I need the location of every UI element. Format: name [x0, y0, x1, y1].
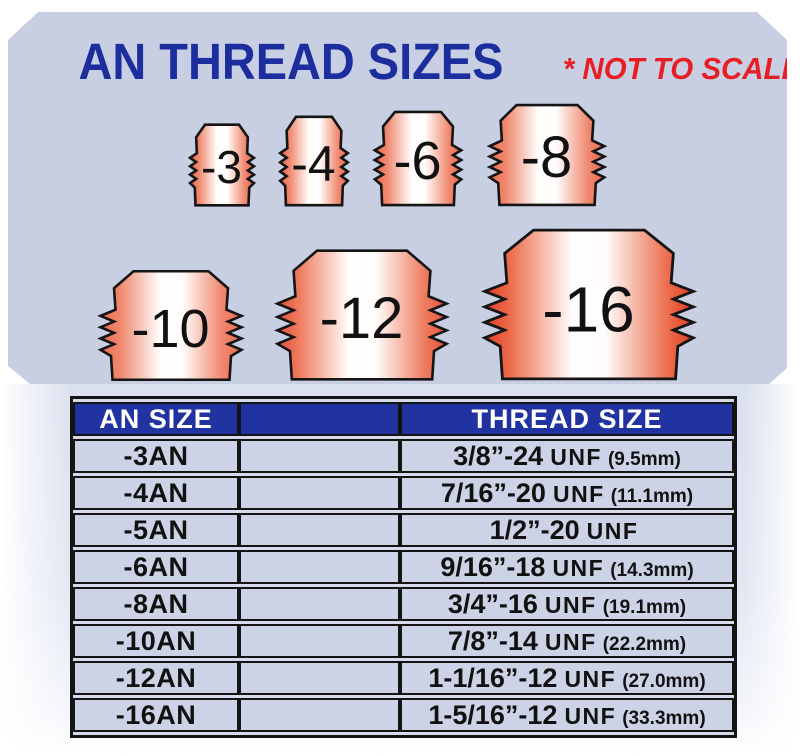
thread-size-header: THREAD SIZE	[400, 402, 734, 436]
thread-size-cell: 1/2”-20 UNF	[400, 513, 734, 547]
thread-size-cell: 3/8”-24 UNF (9.5mm)	[400, 439, 734, 473]
an-size-cell: -5AN	[73, 513, 239, 547]
spacer-cell	[239, 550, 400, 584]
thread-value: 9/16”-18	[440, 551, 546, 582]
an-size-cell: -8AN	[73, 587, 239, 621]
an-size-cell: -4AN	[73, 476, 239, 510]
spacer-cell	[239, 698, 400, 732]
an-size-header: AN SIZE	[73, 402, 239, 436]
fitting-label: -12	[319, 286, 404, 352]
thread-standard: UNF	[564, 702, 617, 729]
thread-value: 3/8”-24	[453, 440, 544, 471]
table-row: -4AN 7/16”-20 UNF (11.1mm)	[73, 476, 734, 510]
fitting-row-large: -10 -12 -16	[8, 227, 787, 382]
an-size-cell: -16AN	[73, 698, 239, 732]
thread-size-cell: 3/4”-16 UNF (19.1mm)	[400, 587, 734, 621]
thread-value: 1/2”-20	[489, 514, 580, 545]
table-header-row: AN SIZE THREAD SIZE	[73, 402, 734, 436]
fitting-12: -12	[272, 248, 452, 382]
thread-size-cell: 1-1/16”-12 UNF (27.0mm)	[400, 661, 734, 695]
header-row: AN THREAD SIZES * NOT TO SCALE *	[8, 12, 787, 91]
spacer-cell	[239, 513, 400, 547]
thread-value: 1-5/16”-12	[428, 699, 558, 730]
thread-value: 7/16”-20	[440, 477, 546, 508]
thread-value: 3/4”-16	[447, 588, 538, 619]
thread-standard: UNF	[550, 443, 602, 470]
fitting-label: -6	[393, 131, 442, 192]
fitting-4: -4	[278, 115, 350, 207]
fitting-16: -16	[478, 227, 700, 382]
table-row: -12AN 1-1/16”-12 UNF (27.0mm)	[73, 661, 734, 695]
table-row: -5AN 1/2”-20 UNF	[73, 513, 734, 547]
table-row: -3AN 3/8”-24 UNF (9.5mm)	[73, 439, 734, 473]
an-size-cell: -12AN	[73, 661, 239, 695]
table-row: -10AN 7/8”-14 UNF (22.2mm)	[73, 624, 734, 658]
fitting-label: -16	[542, 273, 635, 346]
thread-size-cell: 9/16”-18 UNF (14.3mm)	[400, 550, 734, 584]
spacer-cell	[239, 476, 400, 510]
table-row: -8AN 3/4”-16 UNF (19.1mm)	[73, 587, 734, 621]
an-size-cell: -6AN	[73, 550, 239, 584]
thread-value: 1-1/16”-12	[428, 662, 558, 693]
thread-mm: (27.0mm)	[622, 670, 706, 692]
fitting-label: -4	[291, 135, 336, 192]
thread-standard: UNF	[544, 591, 597, 618]
spacer-cell	[239, 624, 400, 658]
thread-mm: (33.3mm)	[622, 707, 706, 729]
thread-mm: (11.1mm)	[610, 485, 694, 507]
thread-size-cell: 1-5/16”-12 UNF (33.3mm)	[400, 698, 734, 732]
fitting-6: -6	[372, 110, 464, 207]
page-title: AN THREAD SIZES	[78, 33, 504, 90]
fitting-8: -8	[486, 103, 608, 207]
spacer-cell	[239, 439, 400, 473]
an-size-cell: -10AN	[73, 624, 239, 658]
fitting-label: -8	[520, 124, 573, 190]
table-row: -16AN 1-5/16”-12 UNF (33.3mm)	[73, 698, 734, 732]
thread-value: 7/8”-14	[447, 625, 538, 656]
fitting-3: -3	[188, 123, 256, 207]
illustration-panel: AN THREAD SIZES * NOT TO SCALE * -3 -4 -…	[8, 12, 787, 384]
fitting-row-small: -3 -4 -6 -8	[8, 103, 787, 207]
thread-standard: UNF	[544, 628, 597, 655]
thread-standard: UNF	[564, 665, 617, 692]
thread-mm: (9.5mm)	[607, 448, 681, 470]
thread-size-cell: 7/16”-20 UNF (11.1mm)	[400, 476, 734, 510]
spacer-cell	[239, 661, 400, 695]
table-row: -6AN 9/16”-18 UNF (14.3mm)	[73, 550, 734, 584]
fitting-label: -10	[131, 298, 210, 359]
spacer-header	[239, 402, 400, 436]
not-to-scale-note: * NOT TO SCALE *	[562, 51, 800, 86]
thread-standard: UNF	[552, 554, 605, 581]
an-size-cell: -3AN	[73, 439, 239, 473]
thread-mm: (22.2mm)	[602, 633, 687, 655]
thread-mm: (14.3mm)	[610, 559, 694, 581]
fitting-10: -10	[96, 269, 246, 382]
thread-size-cell: 7/8”-14 UNF (22.2mm)	[400, 624, 734, 658]
thread-standard: UNF	[586, 517, 639, 544]
an-thread-size-table: AN SIZE THREAD SIZE -3AN 3/8”-24 UNF (9.5m…	[70, 396, 737, 738]
thread-mm: (19.1mm)	[602, 596, 687, 618]
thread-standard: UNF	[552, 480, 605, 507]
fitting-label: -3	[201, 141, 242, 194]
spacer-cell	[239, 587, 400, 621]
